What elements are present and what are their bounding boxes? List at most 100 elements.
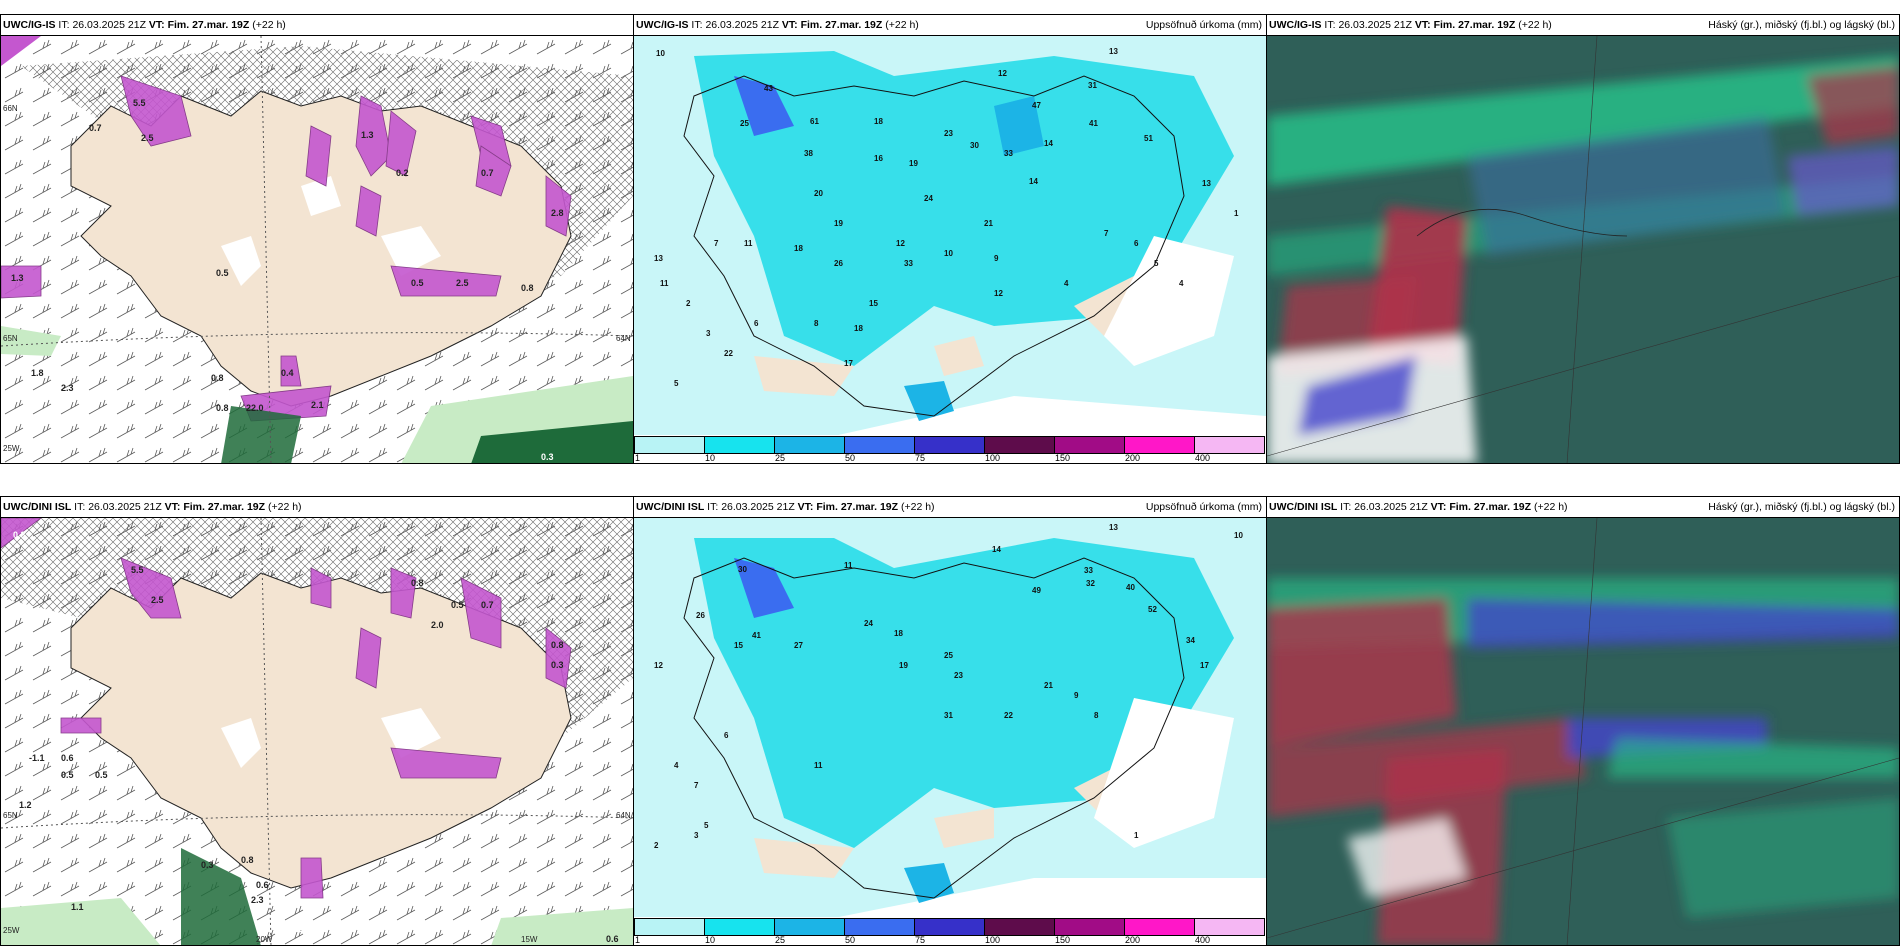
value-label: 32 xyxy=(1086,579,1095,588)
panel-header: UWC/IG-IS IT: 26.03.2025 21Z VT: Fim. 27… xyxy=(1267,15,1899,36)
panel-top-wind: UWC/IG-IS IT: 26.03.2025 21Z VT: Fim. 27… xyxy=(0,14,634,464)
value-label: 0.7 xyxy=(89,123,102,133)
value-label: 13 xyxy=(1202,179,1211,188)
value-label: 15 xyxy=(869,299,878,308)
value-label: 12 xyxy=(654,661,663,670)
value-label: 4 xyxy=(1179,279,1184,288)
precip-map: 13 10 11 14 33 32 40 52 34 17 30 26 41 2… xyxy=(634,518,1266,918)
colorbar-swatch xyxy=(634,436,705,454)
value-label: 13 xyxy=(1109,47,1118,56)
value-label: 5.5 xyxy=(131,565,144,575)
value-label: 7 xyxy=(694,781,699,790)
value-label: 22.0 xyxy=(246,403,264,413)
value-label: 43 xyxy=(764,84,773,93)
colorbar-swatch xyxy=(844,436,915,454)
colorbar: 1 10 25 50 75 100 150 200 400 xyxy=(634,917,1266,945)
value-label: 1.8 xyxy=(31,368,44,378)
value-label: 51 xyxy=(1144,134,1153,143)
coord-label: 15W xyxy=(521,935,538,944)
value-label: 0.5 xyxy=(95,770,108,780)
value-label: 18 xyxy=(874,117,883,126)
value-label: 3 xyxy=(706,329,711,338)
value-label: 2 xyxy=(686,299,691,308)
valid-time: Fim. 27.mar. 19Z xyxy=(1449,501,1532,513)
value-label: 14 xyxy=(1044,139,1053,148)
value-label: 0.2 xyxy=(291,924,304,934)
valid-time: Fim. 27.mar. 19Z xyxy=(816,501,899,513)
value-label: 47 xyxy=(1032,101,1041,110)
value-label: 6 xyxy=(1134,239,1139,248)
value-label: 38 xyxy=(804,149,813,158)
value-label: 11 xyxy=(844,561,853,570)
colorbar-swatch xyxy=(914,918,985,936)
valid-time: Fim. 27.mar. 19Z xyxy=(800,19,883,31)
panel-top-precip: UWC/IG-IS IT: 26.03.2025 21Z VT: Fim. 27… xyxy=(633,14,1267,464)
land-iceland xyxy=(70,90,572,407)
colorbar-swatch xyxy=(704,436,775,454)
colorbar-swatch xyxy=(1124,918,1195,936)
value-label: 11 xyxy=(660,279,669,288)
value-label: 17 xyxy=(844,359,853,368)
lead-time: (+22 h) xyxy=(252,19,286,31)
wind-precip-map: 0.3 5.5 2.5 0.8 0.5 0.7 2.0 0.8 0.3 -1.1… xyxy=(1,518,633,945)
product-title: Uppsöfnuð úrkoma (mm) xyxy=(1145,19,1262,31)
value-label: 11 xyxy=(814,761,823,770)
coord-label: 20W xyxy=(256,935,273,944)
value-label: 0.3 xyxy=(201,860,214,870)
value-label: 25 xyxy=(740,119,749,128)
value-label: 0.7 xyxy=(481,600,494,610)
value-label: 19 xyxy=(909,159,918,168)
valid-time: Fim. 27.mar. 19Z xyxy=(1433,19,1516,31)
colorbar-tick: 25 xyxy=(775,453,786,463)
value-label: 26 xyxy=(834,259,843,268)
panel-header: UWC/IG-IS IT: 26.03.2025 21Z VT: Fim. 27… xyxy=(1,15,633,36)
colorbar-tick: 100 xyxy=(985,453,1001,463)
model-name: UWC/IG-IS xyxy=(636,19,689,31)
colorbar-swatch xyxy=(1054,918,1125,936)
coord-label: 25W xyxy=(3,444,20,453)
value-label: 9 xyxy=(1074,691,1079,700)
value-label: 31 xyxy=(1088,81,1097,90)
value-label: -1.1 xyxy=(29,753,45,763)
colorbar-swatch xyxy=(1124,436,1195,454)
panel-header: UWC/DINI ISL IT: 26.03.2025 21Z VT: Fim.… xyxy=(1,497,633,518)
colorbar-tick: 400 xyxy=(1195,453,1211,463)
lead-time: (+22 h) xyxy=(1533,501,1568,513)
cloud-map xyxy=(1267,518,1899,945)
colorbar-swatch xyxy=(774,436,845,454)
value-label: 2.5 xyxy=(151,595,164,605)
product-title: Háský (gr.), miðský (fj.bl.) og lágský (… xyxy=(1708,19,1895,31)
value-label: 5 xyxy=(1154,259,1159,268)
value-label: 0.7 xyxy=(481,168,494,178)
panel-bottom-clouds: UWC/DINI ISL IT: 26.03.2025 21Z VT: Fim.… xyxy=(1266,496,1900,946)
value-label: 10 xyxy=(656,49,665,58)
value-label: 26 xyxy=(696,611,705,620)
value-label: 6 xyxy=(724,731,729,740)
value-label: 4 xyxy=(674,761,679,770)
value-label: 18 xyxy=(854,324,863,333)
model-name: UWC/DINI ISL xyxy=(1269,501,1338,513)
value-label: 0.6 xyxy=(61,753,74,763)
value-label: 2.0 xyxy=(431,620,444,630)
value-label: 12 xyxy=(896,239,905,248)
value-label: 1 xyxy=(1134,831,1139,840)
valid-time: Fim. 27.mar. 19Z xyxy=(183,501,266,513)
value-label: 0.4 xyxy=(281,368,294,378)
value-label: 19 xyxy=(899,661,908,670)
init-time: 26.03.2025 21Z xyxy=(1338,19,1412,31)
value-label: 2.3 xyxy=(61,383,74,393)
panel-header: UWC/DINI ISL IT: 26.03.2025 21Z VT: Fim.… xyxy=(1267,497,1899,518)
model-name: UWC/DINI ISL xyxy=(3,501,72,513)
colorbar-tick: 10 xyxy=(705,453,716,463)
value-label: 21 xyxy=(984,219,993,228)
value-label: 0.8 xyxy=(551,640,564,650)
lead-time: (+22 h) xyxy=(885,19,919,31)
panel-bottom-wind: UWC/DINI ISL IT: 26.03.2025 21Z VT: Fim.… xyxy=(0,496,634,946)
value-label: 5 xyxy=(674,379,679,388)
value-label: 25 xyxy=(944,651,953,660)
value-label: 49 xyxy=(1032,586,1041,595)
value-label: 19 xyxy=(834,219,843,228)
colorbar-tick: 50 xyxy=(845,453,856,463)
value-label: 0.5 xyxy=(216,268,229,278)
coord-label: 64N xyxy=(616,334,631,343)
